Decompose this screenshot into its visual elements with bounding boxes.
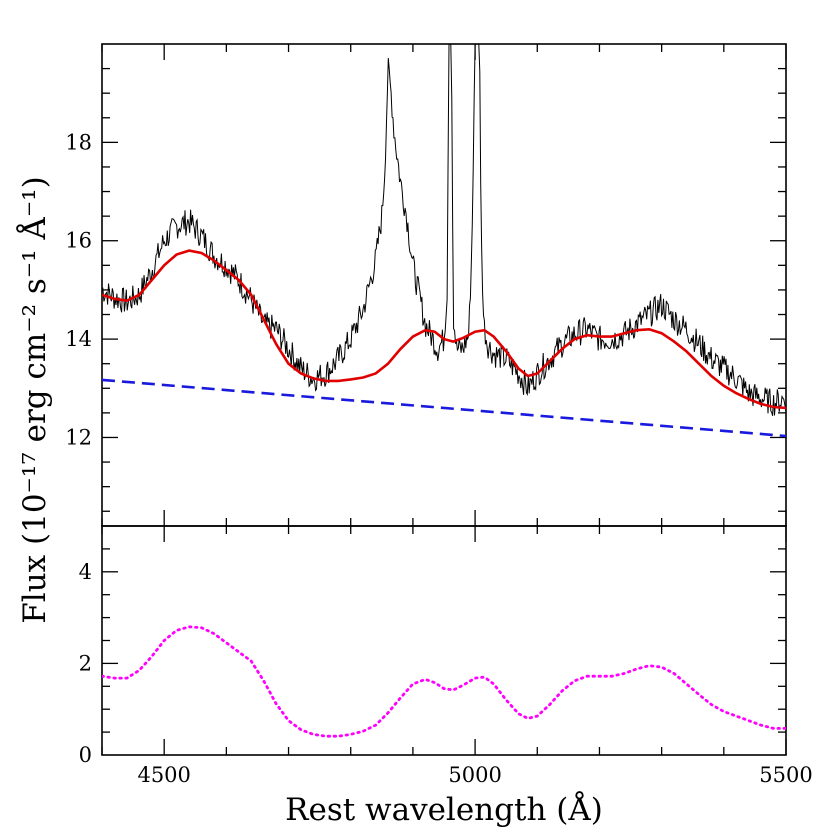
tick-labels: 12 14 16 18 0 2 4 4500 5000 5500	[65, 130, 812, 787]
observed-spectrum-line	[102, 44, 786, 416]
top-panel-ticks	[101, 44, 787, 526]
y-tick-label: 4	[79, 560, 92, 584]
bottom-panel-frame	[101, 525, 787, 756]
x-tick-label: 5000	[448, 763, 501, 787]
y-tick-label: 16	[65, 229, 92, 253]
bottom-panel	[101, 525, 787, 756]
x-tick-label: 5500	[759, 763, 812, 787]
continuum-line	[102, 378, 786, 438]
y-tick-label: 14	[65, 327, 92, 351]
x-axis-title: Rest wavelength (Å)	[285, 790, 603, 828]
top-panel-plot-area	[102, 44, 786, 438]
y-tick-label: 18	[65, 130, 92, 154]
x-tick-label: 4500	[137, 763, 190, 787]
y-axis-title: Flux (10⁻¹⁷ erg cm⁻² s⁻¹ Å⁻¹)	[15, 176, 53, 623]
top-panel	[101, 43, 787, 527]
y-tick-label: 12	[65, 425, 92, 449]
bottom-panel-plot-area	[102, 625, 786, 738]
model-fit-line	[102, 249, 786, 410]
y-tick-label: 0	[79, 743, 92, 767]
top-panel-frame	[101, 43, 787, 527]
component-line	[102, 625, 786, 738]
bottom-panel-ticks	[101, 526, 787, 755]
y-tick-label: 2	[79, 651, 92, 675]
